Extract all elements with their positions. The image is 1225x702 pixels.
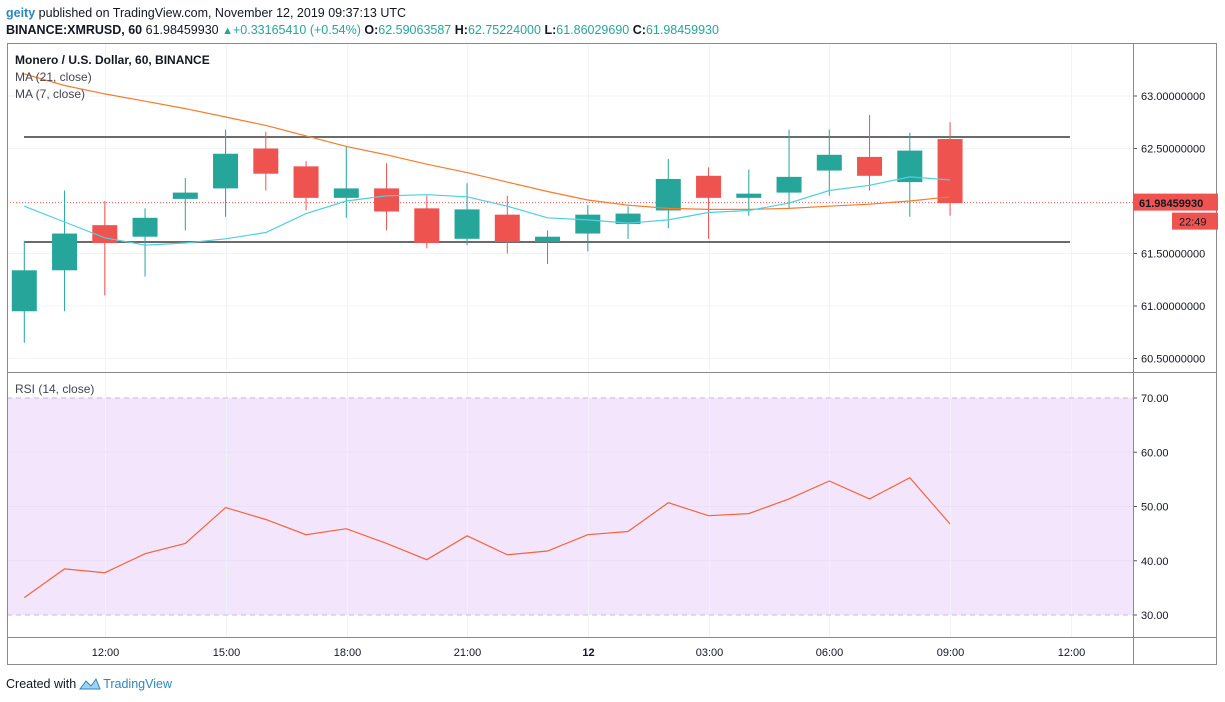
x-tick-label: 12:00 xyxy=(92,647,120,659)
candles xyxy=(11,114,963,343)
candle-body xyxy=(655,178,681,211)
rsi-y-tick-label: 60.00 xyxy=(1141,447,1169,459)
low-value: 61.86029690 xyxy=(556,23,630,37)
y-tick-label: 62.50000000 xyxy=(1141,144,1205,156)
x-tick-label: 06:00 xyxy=(816,647,844,659)
footer: Created with TradingView xyxy=(6,677,172,691)
candle-body xyxy=(132,217,158,237)
high-value: 62.75224000 xyxy=(467,23,541,37)
candle-body xyxy=(253,148,279,174)
created-with-label: Created with xyxy=(6,677,77,691)
publish-info: published on TradingView.com, November 1… xyxy=(35,6,407,20)
axes: 12:00 15:00 18:00 21:00 12 03:00 06:00 09:00 12:… xyxy=(7,43,1218,665)
grid xyxy=(7,43,1133,637)
y-tick-label: 61.50000000 xyxy=(1141,249,1205,261)
candle-body xyxy=(937,139,963,204)
ma21-legend[interactable]: MA (21, close) xyxy=(15,70,92,84)
rsi-plot xyxy=(23,476,951,599)
rsi-y-tick-label: 50.00 xyxy=(1141,502,1169,514)
tradingview-logo-icon xyxy=(79,677,101,690)
candle-body xyxy=(857,156,883,176)
low-label: L: xyxy=(544,23,557,37)
last-price-badge xyxy=(1133,193,1218,211)
candle-body xyxy=(494,214,520,242)
up-arrow-icon: ▲ xyxy=(222,25,233,37)
chart-title: Monero / U.S. Dollar, 60, BINANCE xyxy=(15,53,210,67)
x-tick-label: 18:00 xyxy=(334,647,362,659)
x-tick-label: 15:00 xyxy=(213,647,241,659)
candle-body xyxy=(333,188,359,198)
candle-body xyxy=(816,154,842,171)
rsi-y-tick-label: 70.00 xyxy=(1141,393,1169,405)
publisher-username[interactable]: geity xyxy=(6,6,36,20)
open-value: 62.59063587 xyxy=(378,23,452,37)
last-price-badge-label: 61.98459930 xyxy=(1139,198,1203,210)
close-value: 61.98459930 xyxy=(645,23,719,37)
y-tick-label: 61.00000000 xyxy=(1141,301,1205,313)
x-tick-label: 03:00 xyxy=(696,647,724,659)
open-label: O: xyxy=(364,23,379,37)
x-tick-label: 21:00 xyxy=(454,647,482,659)
price-change: +0.33165410 (+0.54%) xyxy=(233,23,361,37)
chart-frame xyxy=(7,43,1217,665)
countdown-badge-label: 22:49 xyxy=(1179,217,1207,229)
rsi-y-tick-label: 40.00 xyxy=(1141,556,1169,568)
candle-body xyxy=(52,233,78,271)
high-label: H: xyxy=(454,23,468,37)
tradingview-link[interactable]: TradingView xyxy=(103,677,172,691)
ohlc-line: BINANCE:XMRUSD, 60 61.98459930 ▲+0.33165… xyxy=(6,23,719,37)
candle-body xyxy=(213,153,239,189)
candle-body xyxy=(776,176,802,193)
candle-body xyxy=(414,208,440,243)
x-tick-label: 12:00 xyxy=(1058,647,1086,659)
rsi-y-tick-label: 30.00 xyxy=(1141,610,1169,622)
candle-body xyxy=(615,213,641,225)
candle-body xyxy=(535,236,561,242)
last-price: 61.98459930 xyxy=(145,23,219,37)
candle-body xyxy=(172,192,198,199)
candle-body xyxy=(293,166,319,198)
rsi-line xyxy=(23,476,951,599)
countdown-badge xyxy=(1172,212,1218,230)
candle-body xyxy=(374,188,400,212)
ma21-line xyxy=(24,73,951,210)
candle-body xyxy=(736,193,762,198)
rsi-legend[interactable]: RSI (14, close) xyxy=(15,382,95,396)
y-tick-label: 63.00000000 xyxy=(1141,91,1205,103)
symbol-label: BINANCE:XMRUSD, 60 xyxy=(6,23,143,37)
close-label: C: xyxy=(632,23,646,37)
candle-body xyxy=(696,175,722,198)
ma7-legend[interactable]: MA (7, close) xyxy=(15,87,86,101)
horizontal-levels[interactable] xyxy=(7,135,1133,243)
candle-body xyxy=(11,270,37,312)
x-tick-label: 09:00 xyxy=(937,647,965,659)
ma7-line xyxy=(24,176,951,246)
moving-averages xyxy=(24,73,951,246)
y-tick-label: 60.50000000 xyxy=(1141,354,1205,366)
publish-line: geity published on TradingView.com, Nove… xyxy=(6,6,406,20)
candle-body xyxy=(575,214,601,234)
candle-body xyxy=(454,209,480,239)
x-tick-label: 12 xyxy=(582,647,594,659)
